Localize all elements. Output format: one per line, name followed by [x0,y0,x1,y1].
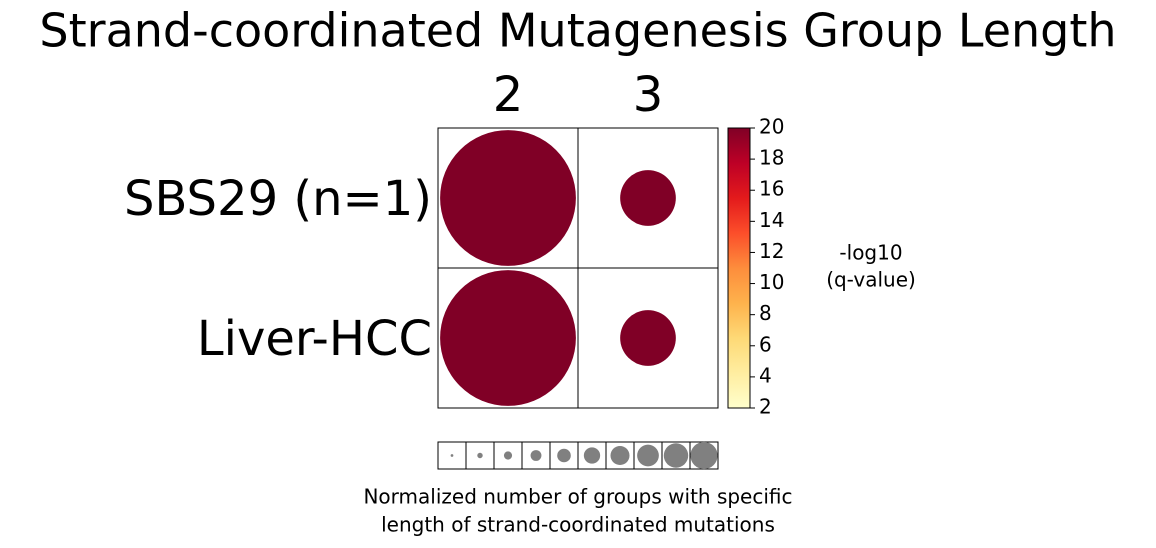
colorbar-tick-label: 6 [759,332,772,356]
bubble [440,130,576,266]
x-axis-label: Normalized number of groups with specifi… [363,485,792,509]
colorbar-tick-label: 20 [759,115,784,139]
bubble [440,270,576,406]
size-legend-bubble [663,443,689,468]
size-legend-bubble [530,450,542,461]
size-legend-bubble [690,441,718,470]
size-legend-bubble [610,445,630,466]
bubble [620,310,676,366]
colorbar-tick-label: 18 [759,146,784,170]
size-legend-bubble [477,452,483,459]
colorbar-tick-label: 10 [759,270,784,294]
x-axis-label: length of strand-coordinated mutations [381,513,775,537]
size-legend-bubble [503,451,513,460]
colorbar [727,127,751,409]
bubble [620,170,676,226]
colorbar-label: (q-value) [826,268,916,292]
column-label: 2 [493,67,524,123]
row-label: SBS29 (n=1) [124,171,432,227]
row-label: Liver-HCC [197,311,432,367]
colorbar-tick-label: 16 [759,177,784,201]
colorbar-tick-label: 8 [759,301,772,325]
colorbar-tick-label: 4 [759,363,772,387]
colorbar-tick-label: 2 [759,395,772,419]
colorbar-label: -log10 [839,241,902,265]
size-legend-bubble [583,447,601,464]
grid-cell [577,267,719,409]
size-legend-bubble [637,444,659,467]
chart-title: Strand-coordinated Mutagenesis Group Len… [39,4,1116,58]
size-legend-bubble [557,448,571,463]
colorbar-tick-label: 12 [759,239,784,263]
size-legend-bubble [450,454,454,457]
column-label: 3 [633,67,664,123]
colorbar-tick-label: 14 [759,208,784,232]
